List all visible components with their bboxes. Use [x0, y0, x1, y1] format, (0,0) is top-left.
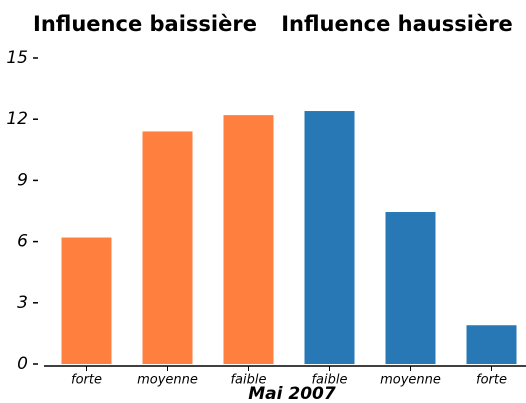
x-tick-label: faible	[311, 373, 347, 388]
y-tick-label: 15	[6, 48, 28, 68]
x-tick-label: faible	[230, 373, 266, 388]
group-title: Influence baissière	[33, 12, 257, 36]
group-title: Influence haussière	[281, 12, 513, 36]
y-tick-label: 12	[6, 109, 28, 129]
bar	[142, 131, 193, 364]
bar	[466, 325, 517, 364]
y-tick-label: 6	[17, 232, 28, 252]
bar	[61, 237, 112, 364]
x-axis-label: Mai 2007	[248, 384, 336, 403]
x-tick-label: moyenne	[380, 373, 441, 388]
x-tick-label: forte	[476, 373, 507, 388]
x-tick-label: forte	[71, 373, 102, 388]
bar	[304, 111, 355, 364]
y-tick-label: 9	[17, 170, 28, 190]
x-tick-label: moyenne	[137, 373, 198, 388]
y-tick-label: 0	[17, 354, 28, 374]
bar	[385, 212, 436, 364]
bar	[223, 115, 274, 365]
y-tick-label: 3	[17, 293, 28, 313]
